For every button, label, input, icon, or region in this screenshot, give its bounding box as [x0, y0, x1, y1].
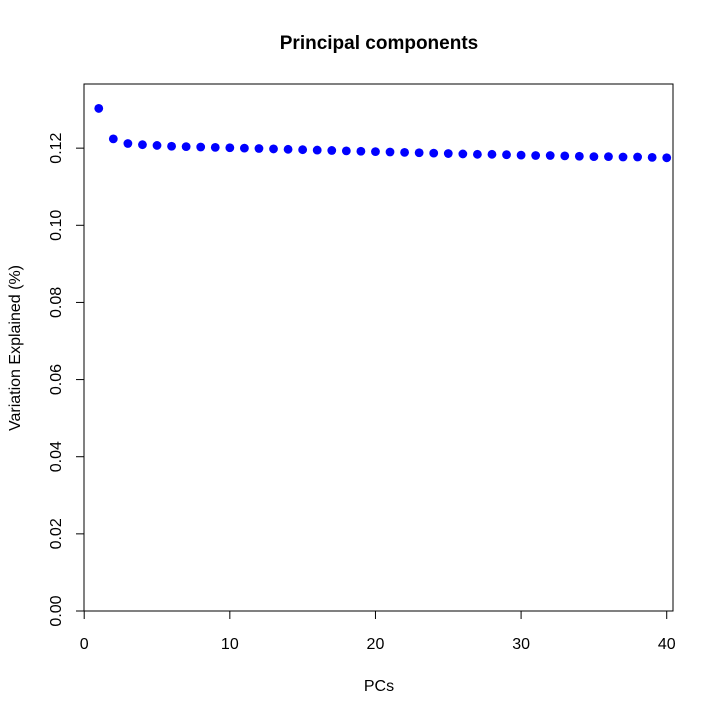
- data-point: [94, 104, 104, 113]
- data-point: [429, 148, 439, 158]
- data-point: [647, 153, 657, 162]
- data-point: [312, 145, 322, 155]
- data-point: [225, 143, 235, 153]
- plot-frame: [83, 83, 674, 612]
- data-point: [210, 142, 220, 152]
- data-point: [662, 153, 672, 163]
- x-tick-label: 20: [367, 636, 385, 653]
- data-point: [269, 144, 278, 154]
- data-point: [443, 149, 453, 158]
- data-point: [414, 148, 424, 158]
- data-point: [283, 144, 293, 154]
- y-tick-label: 0.00: [48, 595, 65, 626]
- x-axis-label: PCs: [364, 678, 394, 695]
- data-point: [487, 149, 497, 159]
- data-point: [400, 147, 409, 157]
- y-tick-label: 0.02: [48, 518, 65, 549]
- x-axis: 0 10 20 30 40: [80, 610, 676, 653]
- y-tick-label: 0.10: [48, 210, 65, 241]
- y-axis: 0.00 0.02 0.04 0.06 0.08 0.10 0.12: [48, 132, 85, 627]
- chart-title: Principal components: [280, 33, 478, 54]
- y-tick-label: 0.06: [48, 364, 65, 395]
- data-point: [502, 150, 511, 160]
- x-tick-label: 40: [658, 636, 676, 653]
- data-point: [531, 151, 541, 160]
- y-tick-label: 0.12: [48, 132, 65, 163]
- data-point: [356, 146, 366, 156]
- x-tick-label: 0: [80, 636, 89, 653]
- data-point: [371, 147, 380, 157]
- data-point: [589, 152, 599, 162]
- data-point: [618, 152, 628, 162]
- y-tick-label: 0.04: [48, 441, 65, 472]
- data-point: [167, 141, 176, 151]
- data-point: [458, 149, 468, 159]
- data-point: [108, 134, 118, 144]
- data-point: [152, 141, 162, 150]
- data-point: [385, 147, 395, 157]
- data-point: [239, 143, 249, 153]
- data-point: [138, 140, 147, 150]
- data-point: [545, 151, 555, 160]
- data-point: [254, 144, 264, 153]
- y-tick-label: 0.08: [48, 287, 65, 318]
- data-point: [633, 152, 642, 162]
- data-point: [604, 152, 613, 162]
- data-point: [560, 151, 570, 161]
- x-tick-label: 30: [512, 636, 530, 653]
- data-point: [298, 145, 308, 155]
- x-tick-label: 10: [221, 636, 239, 653]
- data-point: [327, 146, 337, 155]
- data-point: [181, 142, 191, 152]
- data-point: [574, 151, 584, 161]
- data-point: [473, 149, 482, 159]
- data-point: [123, 139, 133, 148]
- data-points: [94, 104, 672, 163]
- data-point: [516, 150, 526, 160]
- y-axis-label: Variation Explained (%): [7, 265, 24, 431]
- data-point: [341, 146, 351, 156]
- data-point: [196, 142, 206, 152]
